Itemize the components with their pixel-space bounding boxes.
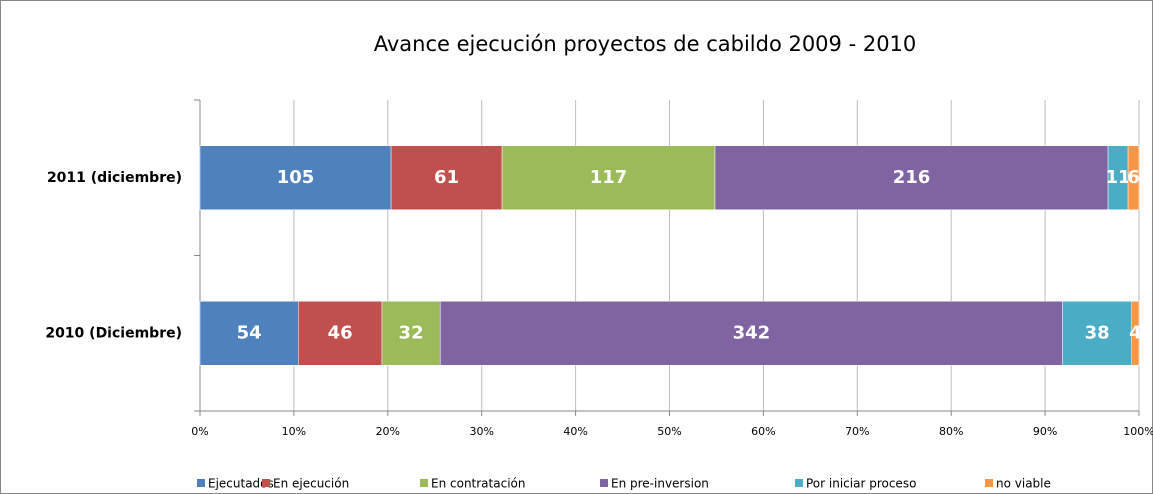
x-tick-label: 10% xyxy=(282,425,306,438)
legend-label: En pre-inversion xyxy=(611,477,709,491)
x-tick-label: 50% xyxy=(657,425,681,438)
legend-swatch xyxy=(985,479,993,487)
bar-segment xyxy=(1127,145,1140,210)
legend-label: Ejecutados xyxy=(208,477,274,491)
x-tick-label: 20% xyxy=(376,425,400,438)
x-tick-label: 40% xyxy=(563,425,587,438)
legend-label: no viable xyxy=(996,477,1051,491)
legend-swatch xyxy=(600,479,608,487)
x-tick-label: 90% xyxy=(1033,425,1057,438)
y-tick-label: 2010 (Diciembre) xyxy=(45,325,182,341)
bar-segment xyxy=(199,301,299,366)
data-label: 105 xyxy=(277,167,315,188)
bar-segment xyxy=(439,301,1063,366)
legend-swatch xyxy=(197,479,205,487)
data-label: 6 xyxy=(1127,167,1140,188)
legend-label: En ejecución xyxy=(273,477,349,491)
legend-label: Por iniciar proceso xyxy=(806,477,916,491)
data-label: 32 xyxy=(399,322,424,343)
bar-segment xyxy=(501,145,716,210)
bar-segment xyxy=(714,145,1109,210)
data-label: 54 xyxy=(237,322,262,343)
bar-segment xyxy=(1131,301,1140,366)
legend-swatch xyxy=(795,479,803,487)
bar-segment xyxy=(381,301,441,366)
data-label: 61 xyxy=(434,167,459,188)
x-tick-label: 60% xyxy=(751,425,775,438)
x-tick-label: 80% xyxy=(939,425,963,438)
legend-swatch xyxy=(262,479,270,487)
x-tick-label: 70% xyxy=(845,425,869,438)
x-tick-label: 30% xyxy=(469,425,493,438)
x-tick-label: 100% xyxy=(1123,425,1153,438)
legend-swatch xyxy=(420,479,428,487)
bar-segment xyxy=(298,301,383,366)
data-label: 117 xyxy=(590,167,628,188)
data-label: 216 xyxy=(893,167,931,188)
y-tick-label: 2011 (diciembre) xyxy=(47,170,182,186)
data-label: 46 xyxy=(328,322,353,343)
bar-segment xyxy=(390,145,503,210)
x-tick-label: 0% xyxy=(191,425,208,438)
legend-label: En contratación xyxy=(431,477,525,491)
chart-title: Avance ejecución proyectos de cabildo 20… xyxy=(374,32,917,56)
data-label: 4 xyxy=(1129,322,1142,343)
data-label: 342 xyxy=(733,322,771,343)
bar-segment xyxy=(1062,301,1132,366)
data-label: 11 xyxy=(1106,167,1131,188)
data-label: 38 xyxy=(1085,322,1110,343)
